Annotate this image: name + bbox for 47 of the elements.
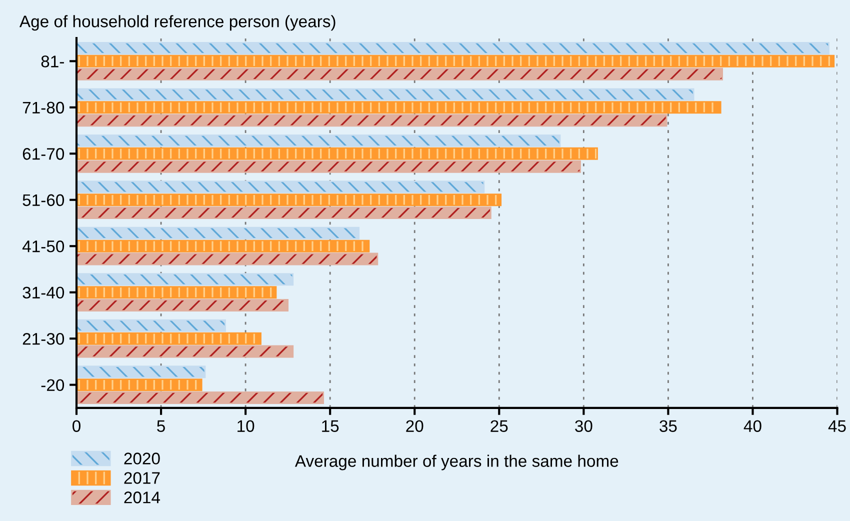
bar [76, 366, 206, 378]
bar [76, 68, 723, 80]
x-axis-title: Average number of years in the same home [294, 454, 618, 470]
y-tick-label: -20 [41, 379, 64, 392]
x-tick-label: 40 [744, 420, 762, 432]
y-axis-title: Age of household reference person (years) [19, 15, 336, 31]
y-tick-label: 81- [41, 56, 64, 68]
x-tick-label: 5 [157, 420, 165, 432]
x-tick-label: 10 [238, 420, 254, 432]
bar [76, 319, 226, 332]
bar [76, 160, 581, 173]
x-tick-label: 25 [490, 420, 508, 432]
x-tick-label: 0 [72, 420, 80, 432]
y-tick-label: 51-60 [22, 194, 64, 206]
bar [76, 180, 485, 194]
bar [76, 206, 492, 220]
bar [76, 299, 289, 312]
y-tick-label: 61-70 [22, 148, 64, 160]
y-tick-label: 21-30 [22, 332, 64, 345]
bar [76, 101, 722, 114]
bar [76, 345, 294, 358]
bar [76, 273, 294, 286]
bar [76, 147, 598, 160]
legend-label: 2017 [124, 472, 160, 484]
x-tick-label: 35 [660, 420, 677, 432]
bar [76, 378, 202, 392]
bar [76, 194, 502, 206]
bar [76, 332, 262, 345]
bar [76, 42, 830, 54]
bar [76, 114, 668, 127]
y-tick-label: 31-40 [22, 286, 64, 299]
y-tick-label: 71-80 [22, 102, 64, 114]
bar [76, 252, 378, 266]
bar [76, 392, 324, 404]
bar [76, 286, 277, 299]
x-tick-label: 45 [828, 420, 846, 432]
x-tick-label: 30 [575, 420, 592, 432]
bar [76, 88, 694, 101]
x-tick-label: 15 [322, 420, 339, 432]
bar [76, 134, 561, 147]
legend-label: 2014 [124, 492, 160, 504]
legend-label: 2020 [124, 452, 160, 464]
x-tick-label: 20 [406, 420, 424, 432]
bar [76, 54, 835, 68]
y-tick-label: 41-50 [22, 240, 64, 252]
bar [76, 226, 360, 240]
bar [76, 240, 370, 252]
